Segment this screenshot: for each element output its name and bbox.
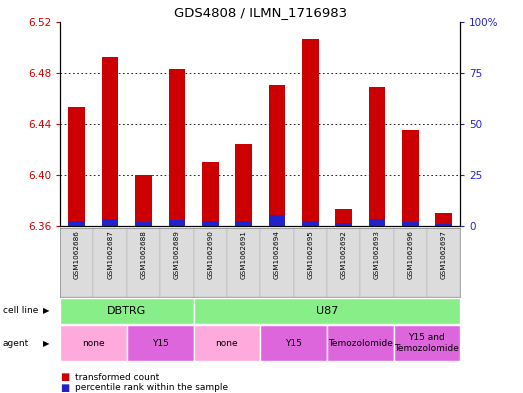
Bar: [235, 144, 252, 226]
Bar: [394, 325, 460, 361]
Bar: [60, 228, 94, 297]
Bar: [369, 87, 385, 226]
Text: GSM1062694: GSM1062694: [274, 230, 280, 279]
Bar: [369, 219, 385, 226]
Text: Temozolomide: Temozolomide: [328, 339, 393, 347]
Text: GSM1062690: GSM1062690: [207, 230, 213, 279]
Bar: [102, 219, 119, 226]
Bar: [402, 222, 418, 226]
Bar: [135, 175, 152, 226]
Bar: [260, 325, 327, 361]
Bar: [194, 228, 227, 297]
Bar: [160, 228, 194, 297]
Text: GSM1062686: GSM1062686: [74, 230, 80, 279]
Text: U87: U87: [316, 306, 338, 316]
Bar: [327, 325, 393, 361]
Text: none: none: [215, 339, 238, 347]
Bar: [335, 223, 352, 226]
Bar: [202, 221, 219, 226]
Text: GSM1062695: GSM1062695: [307, 230, 313, 279]
Bar: [194, 325, 260, 361]
Text: GSM1062688: GSM1062688: [141, 230, 146, 279]
Text: GSM1062692: GSM1062692: [340, 230, 347, 279]
Bar: [202, 162, 219, 226]
Bar: [435, 213, 452, 226]
Bar: [69, 221, 85, 226]
Bar: [127, 325, 194, 361]
Bar: [427, 228, 460, 297]
Text: ▶: ▶: [43, 307, 49, 315]
Bar: [335, 209, 352, 226]
Text: GSM1062691: GSM1062691: [241, 230, 246, 279]
Bar: [402, 130, 418, 226]
Bar: [60, 325, 127, 361]
Bar: [327, 228, 360, 297]
Text: Y15 and
Temozolomide: Y15 and Temozolomide: [394, 333, 459, 353]
Bar: [268, 215, 285, 226]
Bar: [235, 221, 252, 226]
Bar: [360, 228, 393, 297]
Text: none: none: [82, 339, 105, 347]
Text: cell line: cell line: [3, 307, 38, 315]
Bar: [394, 228, 427, 297]
Text: GSM1062696: GSM1062696: [407, 230, 413, 279]
Bar: [194, 298, 460, 324]
Bar: [168, 69, 185, 226]
Bar: [135, 222, 152, 226]
Text: ▶: ▶: [43, 339, 49, 347]
Bar: [302, 221, 319, 226]
Bar: [268, 86, 285, 226]
Bar: [127, 228, 160, 297]
Text: percentile rank within the sample: percentile rank within the sample: [75, 384, 228, 392]
Text: GSM1062689: GSM1062689: [174, 230, 180, 279]
Bar: [168, 220, 185, 226]
Bar: [60, 298, 194, 324]
Text: ■: ■: [60, 372, 70, 382]
Bar: [293, 228, 327, 297]
Text: transformed count: transformed count: [75, 373, 159, 382]
Text: Y15: Y15: [152, 339, 168, 347]
Text: DBTRG: DBTRG: [107, 306, 146, 316]
Text: Y15: Y15: [285, 339, 302, 347]
Bar: [69, 107, 85, 226]
Bar: [260, 228, 293, 297]
Bar: [227, 228, 260, 297]
Bar: [102, 57, 119, 226]
Title: GDS4808 / ILMN_1716983: GDS4808 / ILMN_1716983: [174, 6, 347, 19]
Text: GSM1062697: GSM1062697: [440, 230, 447, 279]
Text: GSM1062693: GSM1062693: [374, 230, 380, 279]
Bar: [94, 228, 127, 297]
Text: ■: ■: [60, 383, 70, 393]
Bar: [435, 224, 452, 226]
Text: GSM1062687: GSM1062687: [107, 230, 113, 279]
Bar: [302, 40, 319, 226]
Text: agent: agent: [3, 339, 29, 347]
